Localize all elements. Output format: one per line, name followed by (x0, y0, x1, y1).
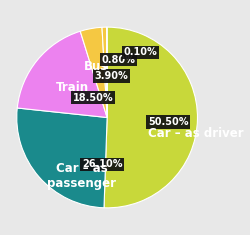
Text: 0.10%: 0.10% (124, 47, 157, 57)
Wedge shape (102, 27, 107, 118)
Wedge shape (106, 27, 107, 118)
Text: Bus: Bus (84, 60, 108, 73)
Wedge shape (17, 108, 107, 208)
Wedge shape (17, 31, 107, 118)
Text: 0.80%: 0.80% (102, 55, 136, 65)
Text: 18.50%: 18.50% (73, 93, 114, 103)
Text: 50.50%: 50.50% (148, 117, 188, 127)
Text: 3.90%: 3.90% (94, 71, 128, 81)
Text: 26.10%: 26.10% (82, 160, 122, 169)
Text: Car – as
passenger: Car – as passenger (47, 162, 116, 190)
Wedge shape (80, 27, 107, 118)
Text: Car – as driver: Car – as driver (148, 127, 244, 140)
Wedge shape (104, 27, 198, 208)
Text: Train: Train (56, 81, 89, 94)
